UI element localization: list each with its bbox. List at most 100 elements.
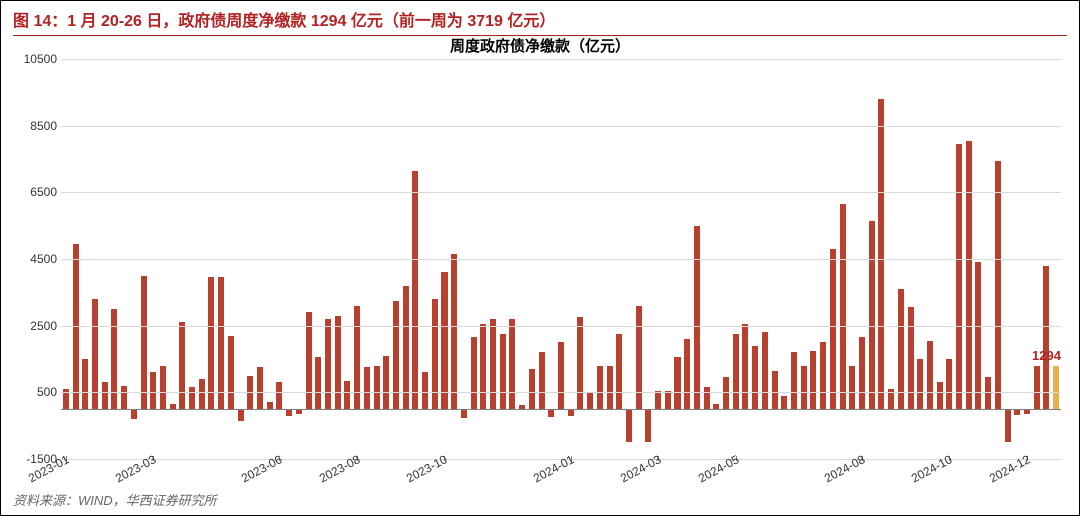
bar: [966, 141, 972, 409]
bar: [441, 272, 447, 409]
grid-line: [61, 392, 1061, 393]
bar: [995, 161, 1001, 409]
bar: [422, 372, 428, 409]
grid-line: [61, 192, 1061, 193]
highlight-value-label: 1294: [1032, 348, 1061, 363]
bar: [208, 277, 214, 409]
bar: [218, 277, 224, 409]
bar: [121, 386, 127, 409]
grid-line: [61, 126, 1061, 127]
bar: [189, 387, 195, 409]
bar: [645, 409, 651, 442]
bar: [733, 334, 739, 409]
bar: [451, 254, 457, 409]
bar: [150, 372, 156, 409]
y-tick-label: 2500: [9, 319, 57, 333]
bar: [878, 99, 884, 409]
zero-axis: [61, 409, 1061, 410]
figure-source: 资料来源：WIND，华西证券研究所: [13, 490, 217, 509]
bar-highlight: [1053, 366, 1059, 409]
bar: [276, 382, 282, 409]
bar: [111, 309, 117, 409]
bar: [1005, 409, 1011, 442]
grid-line: [61, 326, 1061, 327]
bar: [471, 337, 477, 409]
chart-plot: -15005002500450065008500105001294 2023-0…: [61, 59, 1061, 459]
grid-line: [61, 59, 1061, 60]
bar: [500, 334, 506, 409]
bar: [849, 366, 855, 409]
bar: [636, 306, 642, 409]
bar: [772, 371, 778, 409]
bar: [267, 402, 273, 409]
bar: [704, 387, 710, 409]
bar: [762, 332, 768, 409]
bar: [898, 289, 904, 409]
y-tick-label: 500: [9, 385, 57, 399]
grid-line: [61, 259, 1061, 260]
bar: [577, 317, 583, 409]
plot-area: -15005002500450065008500105001294: [61, 59, 1061, 459]
bar: [383, 356, 389, 409]
bar: [228, 336, 234, 409]
bar: [315, 357, 321, 409]
bar: [403, 286, 409, 409]
bar: [509, 319, 515, 409]
bar: [325, 319, 331, 409]
bar: [344, 381, 350, 409]
bar: [937, 382, 943, 409]
bar: [160, 366, 166, 409]
bar: [1034, 366, 1040, 409]
bar: [179, 322, 185, 409]
bar: [587, 393, 593, 409]
y-tick-label: 6500: [9, 185, 57, 199]
bar: [558, 342, 564, 409]
bar: [869, 221, 875, 409]
bar: [102, 382, 108, 409]
bar: [956, 144, 962, 409]
bar: [927, 341, 933, 409]
bar: [820, 342, 826, 409]
bar: [597, 366, 603, 409]
bar: [830, 249, 836, 409]
bar: [665, 391, 671, 409]
bar: [694, 226, 700, 409]
bar: [548, 409, 554, 417]
bar: [859, 337, 865, 409]
bar: [141, 276, 147, 409]
bar: [908, 307, 914, 409]
bar: [616, 334, 622, 409]
bar: [480, 324, 486, 409]
bar: [354, 306, 360, 409]
bar: [791, 352, 797, 409]
bar: [917, 359, 923, 409]
bar: [975, 262, 981, 409]
bar: [684, 339, 690, 409]
bar: [490, 319, 496, 409]
chart-title: 周度政府债净缴款（亿元）: [1, 35, 1079, 56]
bar: [742, 324, 748, 409]
y-tick-label: 10500: [9, 52, 57, 66]
bar: [238, 409, 244, 421]
y-tick-label: 4500: [9, 252, 57, 266]
bar: [335, 316, 341, 409]
bar: [946, 359, 952, 409]
bar: [655, 391, 661, 409]
bar: [674, 357, 680, 409]
bar: [529, 369, 535, 409]
bar: [539, 352, 545, 409]
bar: [607, 366, 613, 409]
bar: [1043, 266, 1049, 409]
bar: [801, 366, 807, 409]
bar: [810, 351, 816, 409]
bar: [364, 367, 370, 409]
bar: [412, 171, 418, 409]
bar: [82, 359, 88, 409]
chart-figure: 图 14：1 月 20-26 日，政府债周度净缴款 1294 亿元（前一周为 3…: [0, 0, 1080, 516]
bar: [781, 396, 787, 409]
bar: [131, 409, 137, 419]
bar: [306, 312, 312, 409]
bar: [752, 346, 758, 409]
bar: [840, 204, 846, 409]
bar: [626, 409, 632, 442]
